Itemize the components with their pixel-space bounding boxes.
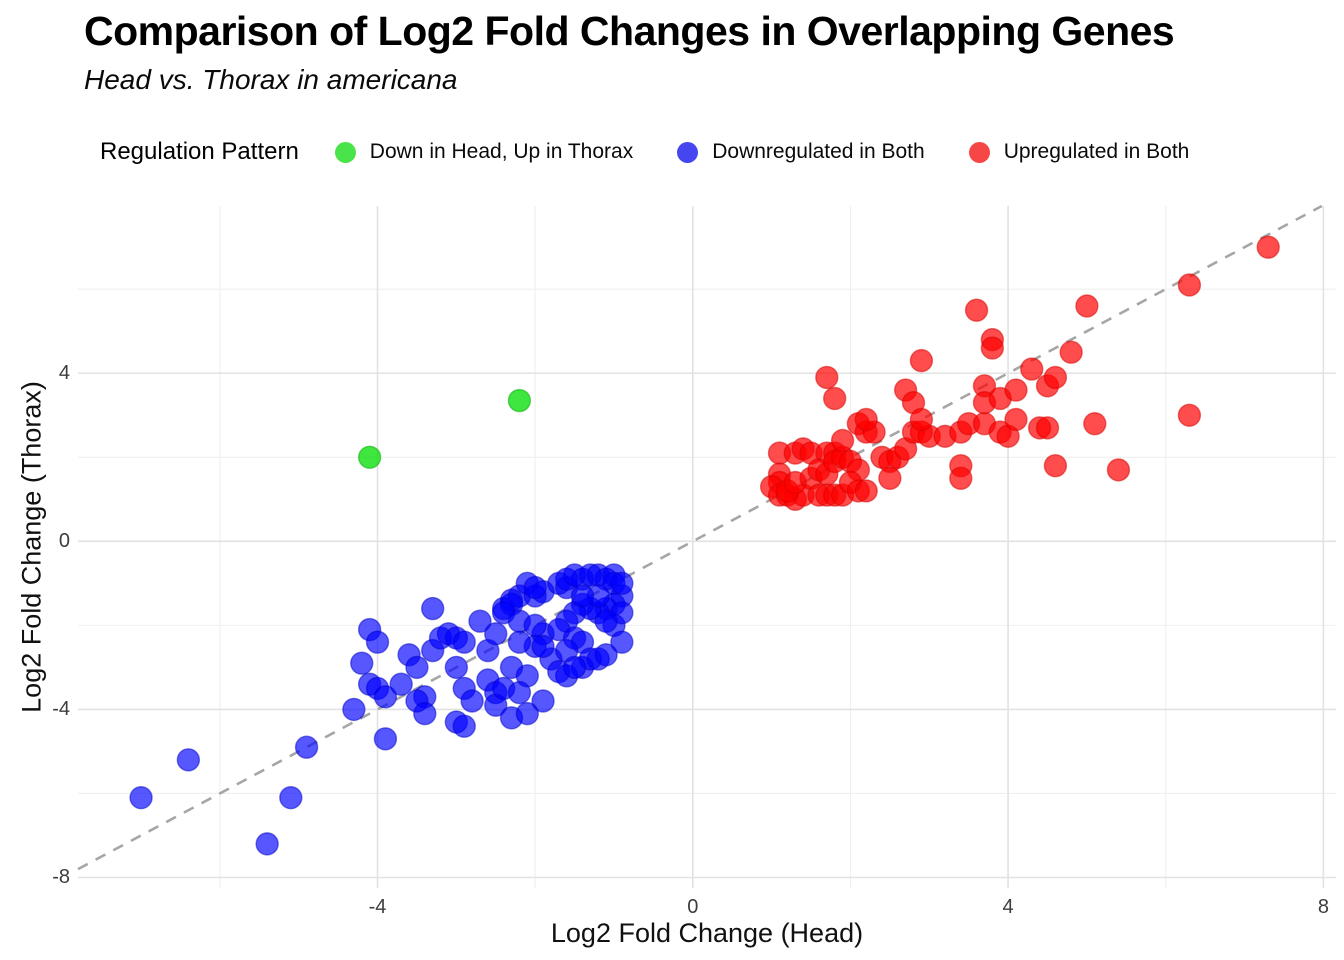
data-point xyxy=(523,575,547,600)
legend-item-label: Upregulated in Both xyxy=(1003,140,1190,163)
data-point xyxy=(964,298,989,322)
y-tick-label: 4 xyxy=(58,362,70,385)
legend-items: Down in Head, Up in Thorax Downregulated … xyxy=(334,140,1234,164)
legend-item: Down in Head, Up in Thorax xyxy=(334,140,634,164)
data-point xyxy=(279,785,303,810)
legend-item-label: Downregulated in Both xyxy=(712,140,925,163)
data-point xyxy=(129,785,153,810)
data-point xyxy=(420,596,445,621)
data-point xyxy=(1177,273,1202,297)
data-point xyxy=(515,701,539,726)
y-tick-label: -8 xyxy=(52,866,70,889)
data-point xyxy=(878,466,902,490)
data-point xyxy=(594,609,618,633)
data-point xyxy=(854,407,878,432)
data-point xyxy=(949,466,973,490)
data-point xyxy=(610,630,634,654)
data-point xyxy=(373,685,398,709)
data-point xyxy=(373,727,398,751)
data-point xyxy=(342,697,366,722)
data-point xyxy=(822,386,847,411)
data-point xyxy=(365,630,390,654)
data-point xyxy=(1075,294,1099,318)
data-point xyxy=(484,622,508,646)
data-point xyxy=(1004,378,1028,402)
x-tick-label: -4 xyxy=(368,896,387,918)
legend-dot-icon xyxy=(968,141,990,163)
data-point xyxy=(570,584,595,608)
legend-dot-icon xyxy=(334,141,356,163)
data-point xyxy=(909,407,934,432)
data-point xyxy=(460,689,484,713)
x-tick-label: 0 xyxy=(687,896,699,918)
data-point xyxy=(452,714,476,738)
data-point xyxy=(531,634,555,659)
data-point xyxy=(610,571,634,596)
x-axis-title: Log2 Fold Change (Head) xyxy=(550,918,864,948)
data-point xyxy=(531,689,555,713)
data-point xyxy=(507,630,532,654)
data-point xyxy=(507,388,532,413)
data-point xyxy=(815,365,839,390)
data-point xyxy=(452,630,476,654)
y-axis-title: Log2 Fold Change (Thorax) xyxy=(16,381,47,713)
data-point xyxy=(176,748,201,772)
data-point xyxy=(1059,340,1083,364)
y-tick-label: -4 xyxy=(52,698,70,721)
data-point xyxy=(444,655,469,680)
data-point xyxy=(468,609,492,633)
data-point xyxy=(1035,416,1060,440)
identity-line xyxy=(77,204,1323,871)
data-point xyxy=(980,336,1005,360)
y-tick-label: 0 xyxy=(58,530,70,553)
data-point xyxy=(1043,365,1068,390)
data-point xyxy=(255,832,279,856)
data-point xyxy=(507,680,532,705)
data-point xyxy=(1177,403,1202,427)
data-point xyxy=(909,348,934,373)
legend-item-label: Down in Head, Up in Thorax xyxy=(369,140,634,163)
data-point xyxy=(357,445,382,469)
legend-title: Regulation Pattern xyxy=(100,138,299,165)
data-point xyxy=(523,613,547,638)
data-point xyxy=(594,643,618,667)
legend-dot-icon xyxy=(677,141,699,163)
data-point xyxy=(389,672,413,696)
legend: Regulation Pattern Down in Head, Up in T… xyxy=(100,136,1233,168)
chart-title: Comparison of Log2 Fold Changes in Overl… xyxy=(84,8,1175,54)
x-tick-label: 4 xyxy=(1002,896,1014,918)
data-point xyxy=(405,655,429,680)
data-point xyxy=(1004,407,1028,432)
data-point xyxy=(413,701,437,726)
data-point xyxy=(1256,235,1280,259)
data-point xyxy=(1106,458,1131,482)
x-tick-label: 8 xyxy=(1317,896,1329,918)
data-point xyxy=(350,651,374,675)
data-point xyxy=(562,655,587,680)
data-point xyxy=(1020,357,1044,381)
legend-item: Downregulated in Both xyxy=(677,140,925,164)
data-point xyxy=(830,428,855,453)
legend-item: Upregulated in Both xyxy=(968,140,1190,164)
data-point xyxy=(294,735,319,759)
data-point xyxy=(1083,411,1107,436)
data-point xyxy=(1043,453,1068,478)
data-point xyxy=(854,479,878,503)
chart-subtitle: Head vs. Thorax in americana xyxy=(84,64,458,95)
